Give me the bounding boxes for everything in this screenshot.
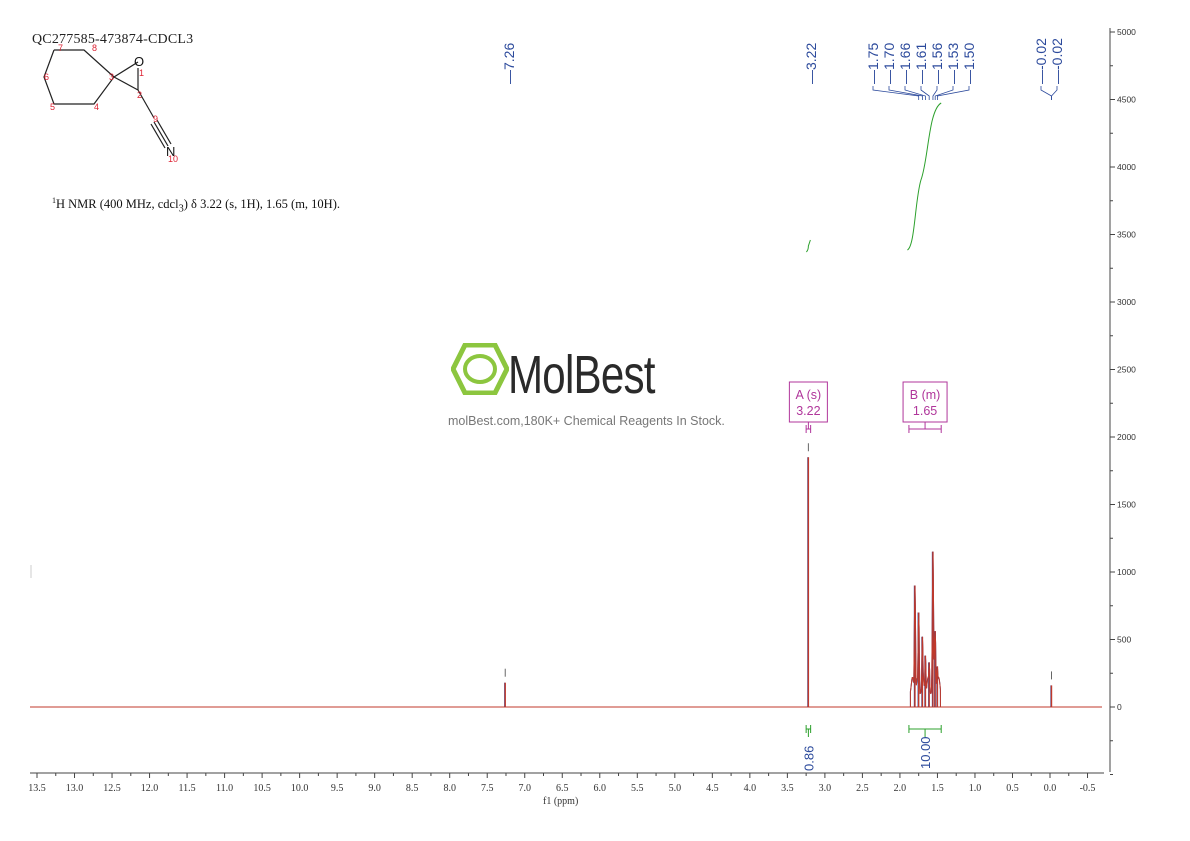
peak-label: —7.26 bbox=[501, 43, 517, 84]
integral-curve-B bbox=[907, 102, 942, 251]
peak-label: —1.53 bbox=[945, 43, 961, 84]
x-tick-label: 12.5 bbox=[103, 783, 121, 794]
peak-label-connector bbox=[888, 86, 923, 100]
y-tick-label: 2000 bbox=[1117, 432, 1136, 442]
x-tick-label: 10.0 bbox=[291, 783, 309, 794]
peak-label: —3.22 bbox=[803, 43, 819, 84]
x-tick-label: 9.0 bbox=[368, 783, 381, 794]
x-tick-label: 9.5 bbox=[331, 783, 344, 794]
atom-number-1: 1 bbox=[139, 68, 144, 78]
x-tick-label: 6.5 bbox=[556, 783, 569, 794]
atom-number-9: 9 bbox=[153, 114, 158, 124]
integral-curve-A bbox=[806, 239, 811, 253]
peak-label: —-0.02 bbox=[1049, 38, 1065, 84]
nmr-sub: 3 bbox=[178, 203, 184, 215]
x-tick-label: 5.5 bbox=[631, 783, 644, 794]
y-tick-label: 4000 bbox=[1117, 162, 1136, 172]
multiplet-envelope bbox=[909, 551, 941, 708]
atom-number-2: 2 bbox=[137, 90, 142, 100]
y-tick-label: 1000 bbox=[1117, 567, 1136, 577]
y-tick-label: 3500 bbox=[1117, 230, 1136, 240]
x-tick-label: -0.5 bbox=[1080, 783, 1096, 794]
peak-label: —1.75 bbox=[865, 43, 881, 84]
peak-label-connector bbox=[932, 86, 938, 100]
peak-label-connector bbox=[920, 86, 930, 100]
peak-label: —-0.02 bbox=[1033, 38, 1049, 84]
atom-N: N bbox=[166, 144, 175, 159]
molbest-logo-icon bbox=[451, 343, 509, 395]
atom-number-6: 6 bbox=[44, 72, 49, 82]
x-tick-label: 8.5 bbox=[406, 783, 419, 794]
x-tick-label: 10.5 bbox=[253, 783, 271, 794]
peak-label-connector bbox=[1051, 86, 1058, 100]
integral-value: 10.00 bbox=[918, 736, 933, 769]
y-tick-label: 5000 bbox=[1117, 27, 1136, 37]
x-tick-label: 2.5 bbox=[856, 783, 869, 794]
x-tick-label: 3.5 bbox=[781, 783, 794, 794]
peak-label-connector bbox=[937, 86, 970, 100]
x-tick-label: 3.0 bbox=[819, 783, 832, 794]
nmr-prefix: H NMR (400 MHz, cdcl bbox=[56, 197, 179, 212]
x-tick-label: 1.5 bbox=[931, 783, 944, 794]
x-tick-label: 11.0 bbox=[216, 783, 233, 794]
y-tick-label: 1500 bbox=[1117, 500, 1136, 510]
x-tick-label: 2.0 bbox=[894, 783, 907, 794]
multiplet-shift: 1.65 bbox=[913, 404, 937, 418]
x-tick-label: 1.0 bbox=[969, 783, 982, 794]
y-tick-label: 4500 bbox=[1117, 95, 1136, 105]
watermark-brand: MolBest bbox=[508, 345, 655, 405]
x-tick-label: 13.5 bbox=[28, 783, 46, 794]
peak-label-connector bbox=[872, 86, 920, 100]
x-tick-label: 12.0 bbox=[141, 783, 159, 794]
atom-number-5: 5 bbox=[50, 102, 55, 112]
atom-O: O bbox=[134, 54, 144, 69]
x-tick-label: 4.0 bbox=[744, 783, 757, 794]
x-tick-label: 0.0 bbox=[1044, 783, 1057, 794]
x-tick-label: 8.0 bbox=[443, 783, 456, 794]
multiplet-label: A (s) bbox=[796, 388, 822, 402]
watermark-tagline: molBest.com,180K+ Chemical Reagents In S… bbox=[448, 414, 725, 428]
peak-label-connector bbox=[1040, 86, 1052, 100]
peak-label-connector bbox=[904, 86, 926, 100]
multiplet-label: B (m) bbox=[910, 388, 941, 402]
molecule-structure: O N 1 2 3 4 5 6 7 8 9 10 bbox=[43, 43, 178, 164]
x-tick-label: 0.5 bbox=[1006, 783, 1019, 794]
atom-number-4: 4 bbox=[94, 102, 99, 112]
integral-value: 0.86 bbox=[801, 746, 816, 771]
atom-number-7: 7 bbox=[58, 43, 63, 53]
peak-label: —1.56 bbox=[929, 43, 945, 84]
y-tick-label: 3000 bbox=[1117, 297, 1136, 307]
multiplet-shift: 3.22 bbox=[796, 404, 820, 418]
peak-label-connector bbox=[934, 86, 954, 100]
x-tick-label: 7.5 bbox=[481, 783, 494, 794]
atom-number-8: 8 bbox=[92, 43, 97, 53]
nmr-sup: 1 bbox=[52, 196, 56, 205]
nmr-suffix: ) δ 3.22 (s, 1H), 1.65 (m, 10H). bbox=[183, 197, 340, 212]
peak-label: —1.50 bbox=[961, 43, 977, 84]
peak-label: —1.70 bbox=[881, 43, 897, 84]
sample-id: QC277585-473874-CDCL3 bbox=[32, 32, 194, 47]
x-tick-label: 4.5 bbox=[706, 783, 719, 794]
atom-number-3: 3 bbox=[109, 72, 114, 82]
x-tick-label: 6.0 bbox=[594, 783, 607, 794]
y-tick-label: 0 bbox=[1117, 702, 1122, 712]
y-tick-label: 500 bbox=[1117, 635, 1131, 645]
x-axis-label: f1 (ppm) bbox=[543, 796, 579, 807]
x-tick-label: 5.0 bbox=[669, 783, 682, 794]
atom-number-10: 10 bbox=[168, 154, 178, 164]
peak-label: —1.66 bbox=[897, 43, 913, 84]
y-tick-label: 2500 bbox=[1117, 365, 1136, 375]
peak-label: —1.61 bbox=[913, 43, 929, 84]
x-tick-label: 13.0 bbox=[66, 783, 84, 794]
nmr-description: 1H NMR (400 MHz, cdcl3) δ 3.22 (s, 1H), … bbox=[52, 196, 340, 215]
x-tick-label: 7.0 bbox=[518, 783, 531, 794]
x-tick-label: 11.5 bbox=[179, 783, 196, 794]
